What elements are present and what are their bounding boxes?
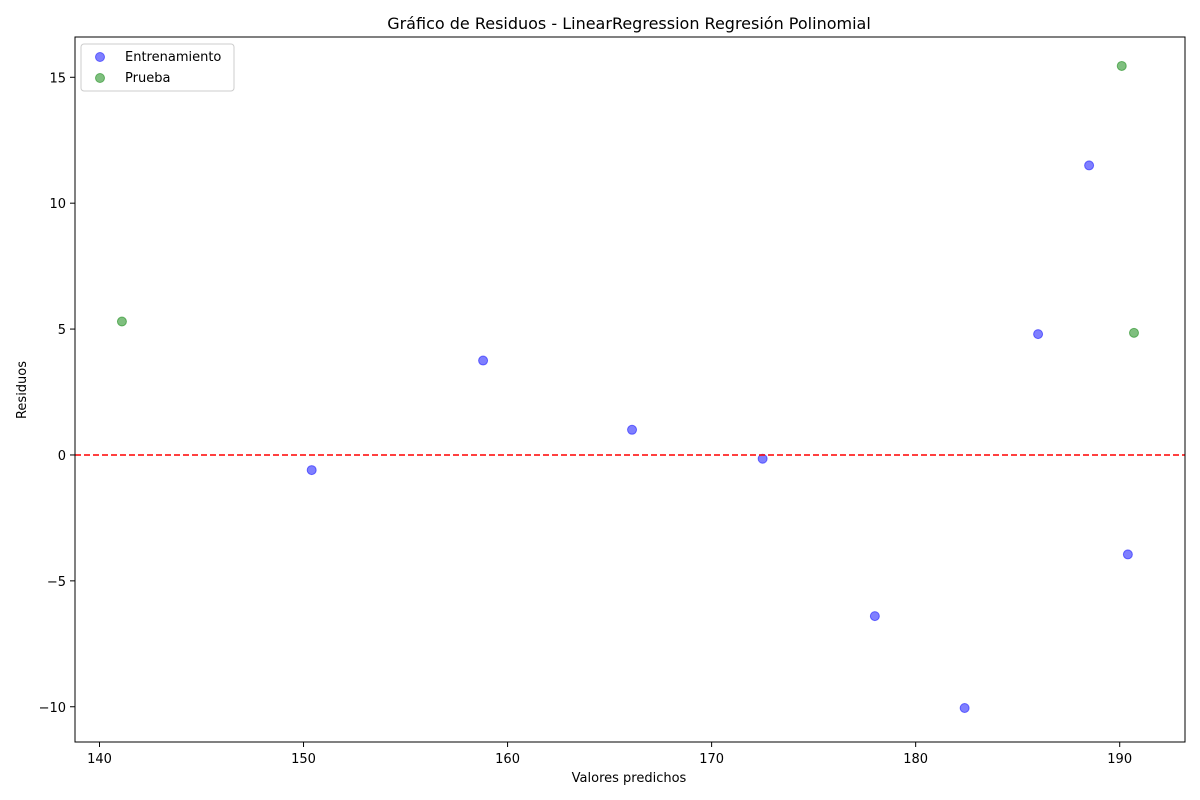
data-point-entrenamiento: [1122, 549, 1133, 560]
data-point-prueba: [116, 316, 127, 327]
legend: Entrenamiento Prueba: [80, 43, 235, 92]
y-tick-label: −10: [39, 701, 66, 716]
x-axis-label: Valores predichos: [572, 771, 687, 786]
x-tick-label: 190: [1107, 752, 1132, 767]
data-point-entrenamiento: [1084, 160, 1095, 171]
plot-frame: [74, 36, 1186, 743]
legend-marker-prueba: [95, 73, 105, 83]
y-tick-label: 10: [49, 197, 66, 212]
x-tick-label: 140: [87, 752, 112, 767]
y-axis-ticks: −10 −5 0 5 10 15: [39, 71, 75, 716]
plot-area: [74, 36, 1186, 743]
data-point-entrenamiento: [306, 465, 317, 476]
legend-label-entrenamiento: Entrenamiento: [125, 50, 221, 65]
legend-box: [80, 43, 235, 92]
data-point-entrenamiento: [627, 424, 638, 435]
x-tick-label: 170: [699, 752, 724, 767]
y-tick-label: 0: [58, 449, 66, 464]
data-point-entrenamiento: [478, 355, 489, 366]
data-point-prueba: [1128, 327, 1139, 338]
x-tick-label: 160: [495, 752, 520, 767]
x-tick-label: 180: [903, 752, 928, 767]
y-axis-label: Residuos: [15, 361, 30, 419]
y-tick-label: 15: [49, 71, 66, 86]
points-layer: [116, 60, 1139, 714]
data-point-prueba: [1116, 60, 1127, 71]
y-tick-label: 5: [58, 323, 66, 338]
y-tick-label: −5: [47, 575, 66, 590]
data-point-entrenamiento: [1033, 329, 1044, 340]
data-point-entrenamiento: [869, 611, 880, 622]
chart-title: Gráfico de Residuos - LinearRegression R…: [387, 14, 871, 33]
x-axis-ticks: 140 150 160 170 180 190: [87, 742, 1132, 767]
legend-label-prueba: Prueba: [125, 71, 170, 86]
legend-marker-entrenamiento: [95, 52, 105, 62]
x-tick-label: 150: [291, 752, 316, 767]
data-point-entrenamiento: [959, 703, 970, 714]
